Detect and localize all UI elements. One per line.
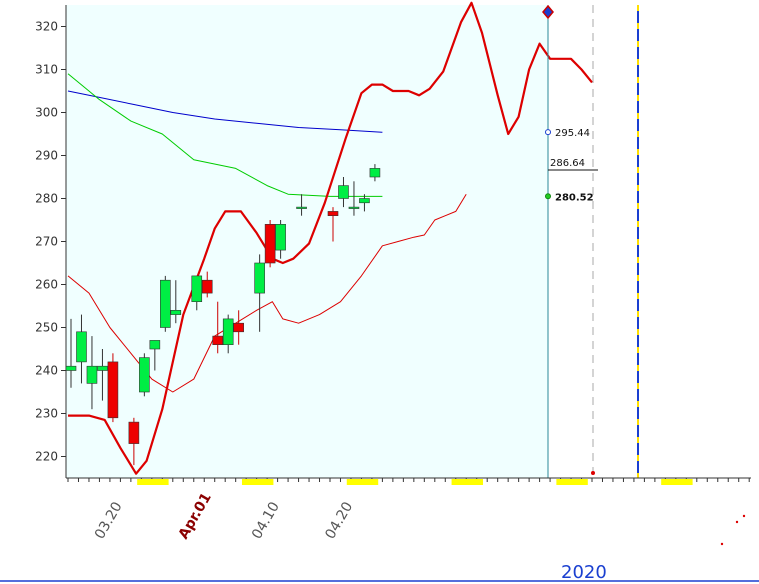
y-tick-label: 250 (35, 321, 58, 335)
y-tick-label: 300 (35, 106, 58, 120)
value-point-marker (545, 129, 551, 136)
chart-overlays: 286.64 295.44 280.52 (0, 4, 759, 582)
candle (264, 220, 276, 268)
decoration-dot (720, 542, 724, 546)
candle-body (338, 185, 349, 199)
candle-body (275, 224, 286, 251)
candle-body (76, 331, 87, 363)
candle (212, 301, 224, 354)
candle (76, 314, 87, 384)
indicator-line-1 (67, 73, 383, 197)
candle (369, 164, 381, 182)
candle (128, 417, 140, 466)
candle-body (327, 211, 339, 216)
value-point-marker (545, 193, 551, 200)
candle-body (369, 168, 381, 178)
y-tick-label: 310 (35, 63, 58, 77)
x-axis-period-marker (556, 479, 588, 485)
y-tick-label: 260 (35, 278, 58, 292)
candle-body (65, 365, 77, 371)
x-axis-period-marker (137, 479, 169, 485)
x-axis-period-marker (661, 479, 693, 485)
decoration-dot (735, 520, 739, 524)
x-axis-period-marker (346, 479, 379, 485)
candle (275, 220, 286, 259)
candle-body (97, 365, 108, 371)
candle-body (160, 279, 171, 328)
indicator-line-0 (67, 90, 383, 133)
candle-body (149, 340, 161, 350)
candle-body (348, 206, 360, 209)
candlesticks (65, 164, 381, 466)
candle (327, 207, 339, 242)
candle-body (86, 365, 98, 384)
decoration-dot (742, 514, 746, 518)
candle-body (191, 275, 203, 302)
candle-body (201, 279, 213, 294)
x-axis-period-marker (451, 479, 484, 485)
y-tick-label: 240 (35, 364, 58, 378)
current-price-label: 286.64 (550, 158, 585, 169)
candle (254, 254, 265, 332)
top-diamond-marker (542, 4, 554, 20)
candle (359, 194, 370, 212)
candle (338, 177, 349, 208)
x-axis-period-marker (241, 479, 274, 485)
projection-dot (591, 471, 595, 475)
candle (191, 275, 203, 311)
y-tick-label: 280 (35, 192, 58, 206)
year-label: 2020 (561, 562, 607, 583)
y-axis: 220 230 240 250 260 270 280 290 300 310 320 (35, 5, 67, 478)
candle (160, 275, 171, 332)
y-tick-label: 220 (35, 450, 58, 464)
candle (149, 340, 161, 371)
candle (201, 271, 213, 298)
value-label: 295.44 (555, 128, 590, 139)
candle (222, 314, 234, 354)
plot-area-history (66, 5, 548, 478)
candle-body (359, 198, 370, 204)
y-tick-label: 320 (35, 20, 58, 34)
candle (348, 181, 360, 216)
candle-body (107, 361, 119, 419)
candle (97, 349, 108, 401)
candle-body (139, 357, 150, 393)
y-tick-label: 270 (35, 235, 58, 249)
candle-body (296, 206, 307, 209)
candle-body (222, 318, 234, 345)
candle (86, 336, 98, 410)
candle-body (254, 262, 265, 294)
candle-body (233, 322, 244, 333)
y-tick-label: 290 (35, 149, 58, 163)
candle (233, 310, 244, 345)
candle-body (170, 309, 182, 315)
candle (107, 353, 119, 423)
value-label: 280.52 (555, 192, 594, 203)
candle-body (264, 224, 276, 264)
y-tick-label: 230 (35, 407, 58, 421)
candle-body (212, 335, 224, 346)
candle (170, 280, 182, 324)
candle (296, 194, 307, 216)
candle-body (128, 421, 140, 444)
candle (65, 318, 77, 388)
indicator-line-2 (68, 1, 593, 475)
candle (139, 353, 150, 397)
